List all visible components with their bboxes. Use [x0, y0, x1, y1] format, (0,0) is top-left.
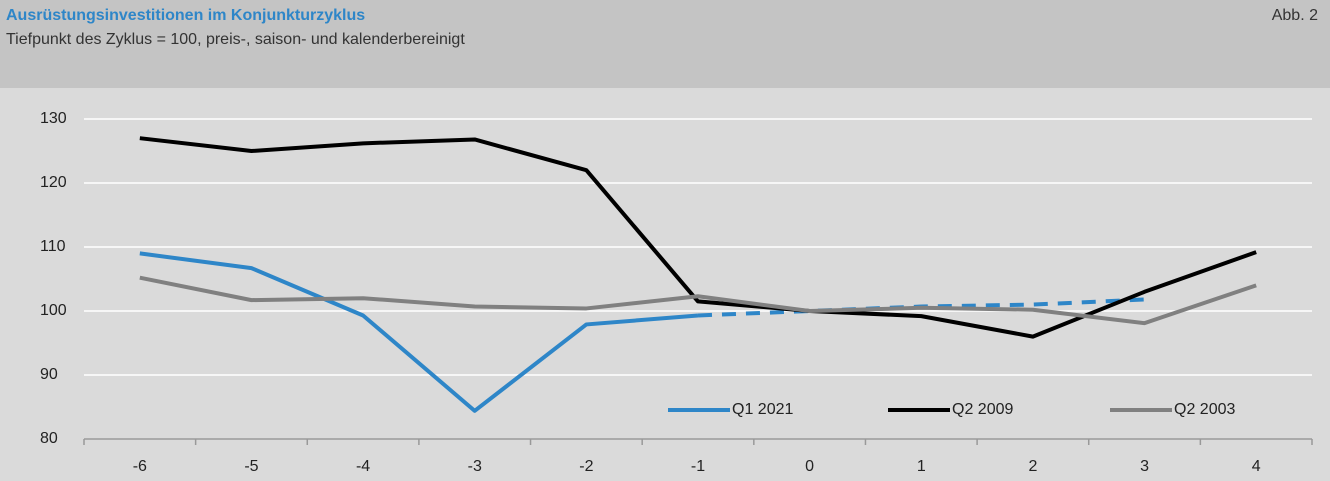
x-tick-label: -1 — [691, 458, 705, 475]
series-line — [139, 275, 1257, 326]
x-tick-label: 4 — [1252, 458, 1261, 475]
y-tick-label: 120 — [40, 174, 67, 191]
x-tick-label: -5 — [244, 458, 258, 475]
x-tick-label: -2 — [579, 458, 593, 475]
chart-title: Ausrüstungsinvestitionen im Konjunkturzy… — [6, 7, 365, 24]
x-tick-label: 0 — [805, 458, 814, 475]
x-tick-label: -4 — [356, 458, 370, 475]
y-tick-label: 130 — [40, 110, 67, 127]
x-tick-label: -6 — [133, 458, 147, 475]
legend-label: Q2 2003 — [1174, 401, 1235, 418]
legend-label: Q1 2021 — [732, 401, 793, 418]
y-tick-label: 80 — [40, 430, 58, 447]
header-background — [0, 0, 1330, 88]
series-line — [139, 251, 699, 413]
y-tick-label: 110 — [40, 238, 66, 255]
x-tick-label: -3 — [468, 458, 482, 475]
y-tick-label: 90 — [40, 366, 58, 383]
x-tick-label: 3 — [1140, 458, 1149, 475]
y-tick-label: 100 — [40, 302, 67, 319]
x-tick-label: 2 — [1028, 458, 1037, 475]
x-tick-label: 1 — [917, 458, 926, 475]
chart-subtitle: Tiefpunkt des Zyklus = 100, preis-, sais… — [6, 31, 465, 48]
series-line — [139, 136, 1257, 339]
legend-label: Q2 2009 — [952, 401, 1013, 418]
figure-label: Abb. 2 — [1272, 7, 1318, 24]
